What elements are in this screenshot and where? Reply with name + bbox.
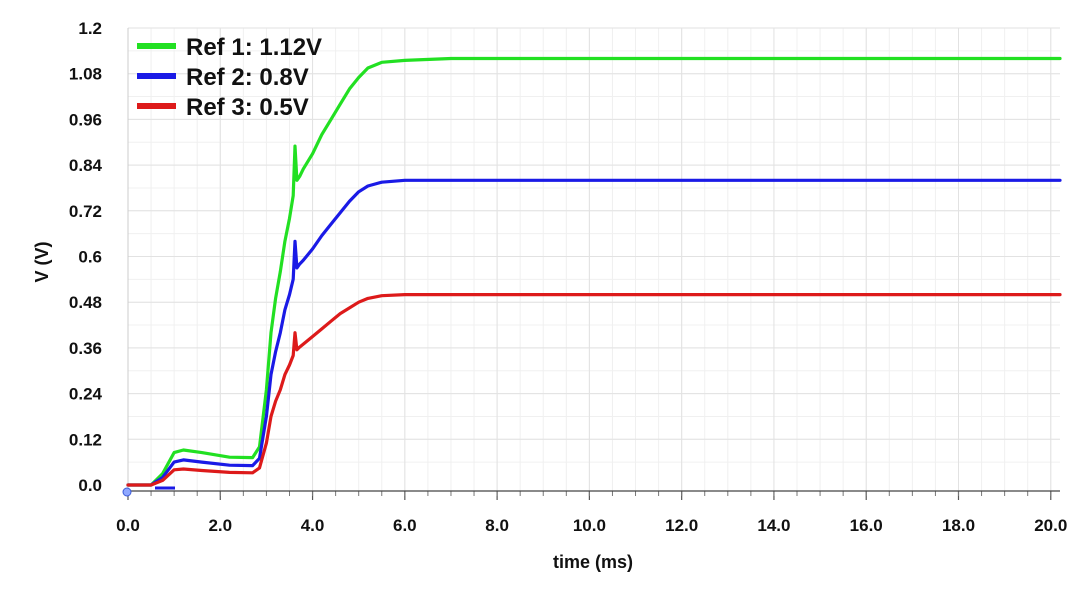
series-lines (126, 56, 1062, 487)
x-tick-label: 0.0 (116, 516, 140, 535)
x-axis-title: time (ms) (553, 552, 633, 572)
x-tick-label: 20.0 (1034, 516, 1067, 535)
origin-marker-dot[interactable] (122, 487, 132, 497)
series-line-3 (126, 293, 1062, 487)
axes (127, 28, 1060, 492)
legend: Ref 1: 1.12V Ref 2: 0.8V Ref 3: 0.5V (137, 34, 322, 121)
y-axis-title: V (V) (32, 241, 52, 282)
legend-label-3: Ref 3: 0.5V (186, 94, 309, 121)
x-tick-label: 18.0 (942, 516, 975, 535)
y-tick-label: 0.12 (69, 430, 102, 449)
x-tick-label: 10.0 (573, 516, 606, 535)
y-tick-label: 0.96 (69, 110, 102, 129)
origin-marker[interactable] (122, 486, 175, 497)
series-line-1 (126, 56, 1062, 487)
legend-label-2: Ref 2: 0.8V (186, 64, 309, 91)
x-tick-label: 6.0 (393, 516, 417, 535)
legend-label-1: Ref 1: 1.12V (186, 34, 322, 61)
y-tick-label: 1.2 (78, 19, 102, 38)
x-tick-label: 14.0 (757, 516, 790, 535)
x-tick-label: 2.0 (208, 516, 232, 535)
y-tick-label: 0.6 (78, 248, 102, 267)
x-tick-label: 4.0 (301, 516, 325, 535)
y-tick-label: 0.24 (69, 385, 103, 404)
y-tick-label: 0.0 (78, 476, 102, 495)
y-tick-label: 0.48 (69, 293, 102, 312)
y-tick-label: 1.08 (69, 65, 102, 84)
tick-labels: 0.0 2.0 4.0 6.0 8.0 10.0 12.0 14.0 16.0 18.0 20.0 0… (69, 19, 1067, 535)
y-tick-label: 0.84 (69, 156, 103, 175)
series-line-2 (126, 178, 1062, 487)
y-tick-label: 0.72 (69, 202, 102, 221)
x-tick-label: 12.0 (665, 516, 698, 535)
x-tick-label: 16.0 (850, 516, 883, 535)
y-tick-label: 0.36 (69, 339, 102, 358)
x-tick-label: 8.0 (485, 516, 509, 535)
